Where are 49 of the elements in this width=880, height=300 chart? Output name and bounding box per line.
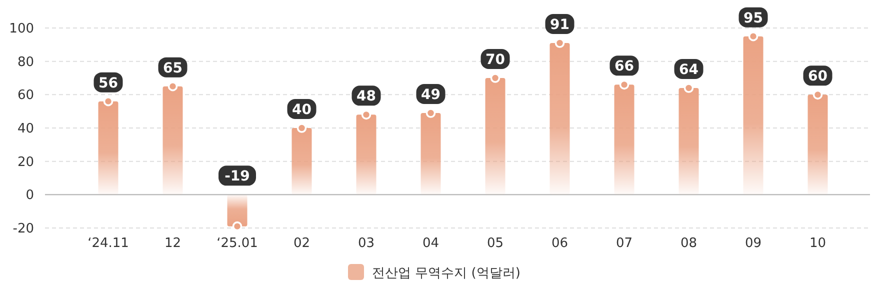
bar: [550, 43, 570, 195]
point: [490, 73, 500, 83]
x-tick-label: 05: [486, 236, 504, 251]
bar: [614, 84, 634, 195]
bar: [678, 88, 699, 195]
data-label: 49: [421, 87, 440, 103]
y-tick-label: 100: [9, 22, 34, 36]
data-label: 64: [679, 62, 699, 78]
x-tick-label: ‘25.01: [216, 236, 258, 251]
x-tick-label: 07: [616, 236, 633, 251]
data-label: 40: [292, 102, 312, 118]
point: [554, 38, 565, 48]
point: [426, 108, 436, 118]
data-label: 48: [356, 88, 376, 105]
bar: [808, 94, 828, 195]
data-label: 65: [163, 60, 182, 76]
x-tick-label: ‘24.11: [88, 236, 129, 251]
bar: [162, 86, 183, 195]
data-label: 91: [550, 17, 570, 33]
point: [684, 83, 694, 93]
y-tick-label: 60: [17, 88, 34, 104]
data-label: 70: [486, 52, 506, 68]
x-tick-label: 03: [358, 236, 375, 251]
x-tick-label: 12: [164, 236, 182, 251]
bar: [292, 128, 312, 195]
data-label: 95: [744, 10, 763, 26]
data-label: 66: [614, 58, 634, 75]
y-tick-label: 40: [17, 122, 34, 136]
data-label: 60: [808, 68, 828, 85]
bar: [98, 101, 118, 195]
data-label: -19: [224, 168, 250, 185]
bar: [356, 114, 376, 195]
x-tick-label: 02: [293, 236, 310, 251]
point: [296, 123, 307, 133]
y-tick-label: 80: [17, 54, 34, 70]
data-label: 56: [98, 75, 118, 92]
legend-label: 전산업 무역수지 (억달러): [372, 266, 520, 281]
x-tick-label: 09: [744, 236, 762, 251]
x-tick-label: 04: [422, 236, 440, 251]
bar: [743, 36, 764, 195]
bar: [227, 194, 248, 226]
x-tick-label: 08: [680, 236, 698, 251]
y-tick-label: -20: [12, 222, 34, 236]
y-tick-label: 20: [17, 154, 34, 170]
x-tick-label: 06: [551, 236, 568, 251]
x-tick-label: 10: [809, 236, 826, 251]
bar: [420, 113, 441, 195]
y-tick-label: 0: [26, 188, 34, 204]
bar: [485, 78, 506, 195]
